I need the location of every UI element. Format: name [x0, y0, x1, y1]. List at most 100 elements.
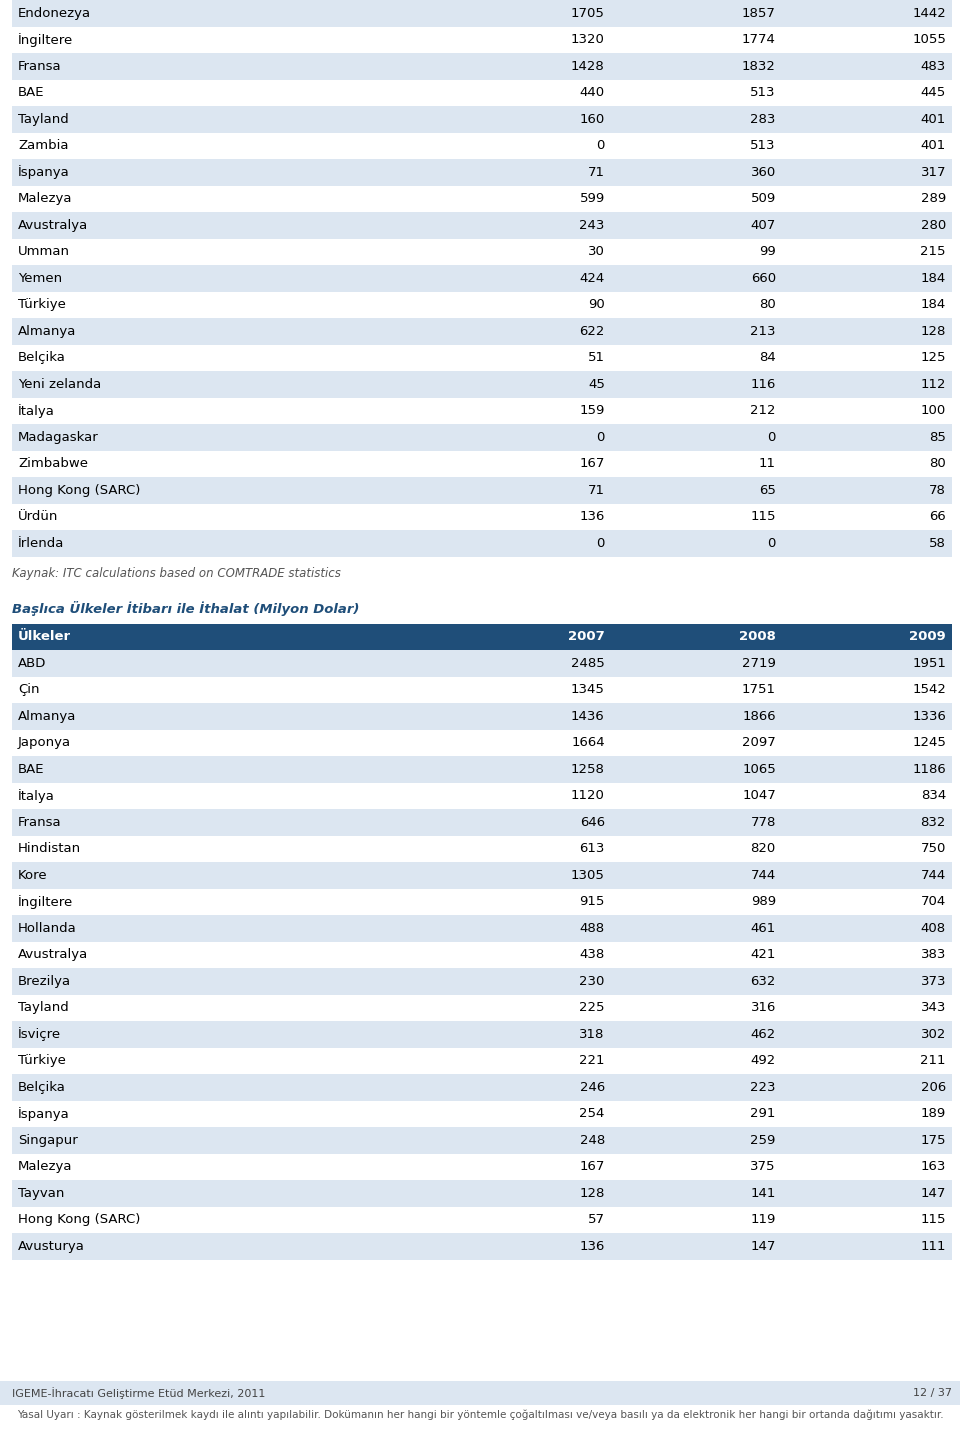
- Bar: [611, 1100, 781, 1127]
- Bar: [781, 995, 952, 1021]
- Bar: [440, 132, 611, 159]
- Bar: [12, 755, 440, 783]
- Text: 184: 184: [921, 299, 946, 312]
- Text: 167: 167: [580, 457, 605, 470]
- Text: 1664: 1664: [571, 737, 605, 750]
- Bar: [611, 504, 781, 530]
- Bar: [781, 755, 952, 783]
- Bar: [781, 1180, 952, 1206]
- Bar: [440, 651, 611, 676]
- Bar: [611, 1153, 781, 1180]
- Bar: [12, 968, 440, 995]
- Text: Kaynak: ITC calculations based on COMTRADE statistics: Kaynak: ITC calculations based on COMTRA…: [12, 566, 341, 580]
- Bar: [781, 53, 952, 79]
- Text: 1336: 1336: [912, 709, 946, 722]
- Bar: [781, 676, 952, 704]
- Bar: [781, 451, 952, 477]
- Bar: [12, 995, 440, 1021]
- Bar: [440, 995, 611, 1021]
- Bar: [781, 504, 952, 530]
- Text: 1055: 1055: [912, 33, 946, 46]
- Bar: [781, 398, 952, 424]
- Text: 744: 744: [921, 869, 946, 882]
- Text: 1832: 1832: [742, 60, 776, 73]
- Text: 1542: 1542: [912, 684, 946, 696]
- Text: 316: 316: [751, 1001, 776, 1014]
- Bar: [440, 1100, 611, 1127]
- Bar: [440, 1206, 611, 1234]
- Text: ABD: ABD: [18, 656, 46, 669]
- Bar: [12, 398, 440, 424]
- Bar: [611, 53, 781, 79]
- Text: 1951: 1951: [912, 656, 946, 669]
- Bar: [611, 995, 781, 1021]
- Text: 1436: 1436: [571, 709, 605, 722]
- Text: 167: 167: [580, 1160, 605, 1173]
- Bar: [12, 862, 440, 889]
- Bar: [781, 424, 952, 451]
- Text: 622: 622: [580, 325, 605, 337]
- Bar: [611, 530, 781, 557]
- Text: 2007: 2007: [568, 630, 605, 643]
- Bar: [440, 106, 611, 132]
- Text: 0: 0: [596, 139, 605, 152]
- Text: 1305: 1305: [571, 869, 605, 882]
- Bar: [611, 370, 781, 398]
- Bar: [611, 783, 781, 808]
- Bar: [12, 915, 440, 942]
- Text: 461: 461: [751, 922, 776, 935]
- Bar: [611, 1234, 781, 1259]
- Bar: [781, 1100, 952, 1127]
- Text: Malezya: Malezya: [18, 192, 73, 205]
- Text: 1186: 1186: [912, 763, 946, 775]
- Bar: [12, 106, 440, 132]
- Bar: [440, 0, 611, 26]
- Bar: [781, 26, 952, 53]
- Bar: [781, 132, 952, 159]
- Text: 1320: 1320: [571, 33, 605, 46]
- Text: 147: 147: [751, 1239, 776, 1252]
- Bar: [611, 1127, 781, 1153]
- Text: 221: 221: [579, 1054, 605, 1067]
- Text: 513: 513: [751, 139, 776, 152]
- Text: 246: 246: [580, 1081, 605, 1094]
- Text: 599: 599: [580, 192, 605, 205]
- Bar: [781, 1021, 952, 1047]
- Text: Belçika: Belçika: [18, 352, 66, 365]
- Text: 189: 189: [921, 1107, 946, 1120]
- Text: Hollanda: Hollanda: [18, 922, 77, 935]
- Bar: [781, 79, 952, 106]
- Text: 58: 58: [929, 537, 946, 550]
- Bar: [12, 292, 440, 317]
- Text: 383: 383: [921, 948, 946, 961]
- Text: 230: 230: [580, 975, 605, 988]
- Text: 915: 915: [580, 895, 605, 908]
- Text: 832: 832: [921, 816, 946, 829]
- Text: Japonya: Japonya: [18, 737, 71, 750]
- Bar: [12, 623, 440, 651]
- Text: 51: 51: [588, 352, 605, 365]
- Text: 0: 0: [596, 431, 605, 444]
- Text: Yasal Uyarı : Kaynak gösterilmek kaydı ile alıntı yapılabilir. Dokümanın her han: Yasal Uyarı : Kaynak gösterilmek kaydı i…: [16, 1409, 944, 1420]
- Bar: [781, 530, 952, 557]
- Text: 488: 488: [580, 922, 605, 935]
- Bar: [440, 783, 611, 808]
- Bar: [440, 1047, 611, 1074]
- Bar: [440, 424, 611, 451]
- Bar: [611, 266, 781, 292]
- Text: 1345: 1345: [571, 684, 605, 696]
- Text: 115: 115: [751, 510, 776, 523]
- Bar: [12, 317, 440, 345]
- Bar: [12, 238, 440, 266]
- Bar: [781, 0, 952, 26]
- Text: 159: 159: [580, 405, 605, 418]
- Text: 11: 11: [758, 457, 776, 470]
- Text: 30: 30: [588, 246, 605, 258]
- Bar: [781, 477, 952, 504]
- Bar: [440, 213, 611, 238]
- Bar: [440, 915, 611, 942]
- Text: 1442: 1442: [912, 7, 946, 20]
- Bar: [781, 1047, 952, 1074]
- Bar: [12, 424, 440, 451]
- Bar: [611, 676, 781, 704]
